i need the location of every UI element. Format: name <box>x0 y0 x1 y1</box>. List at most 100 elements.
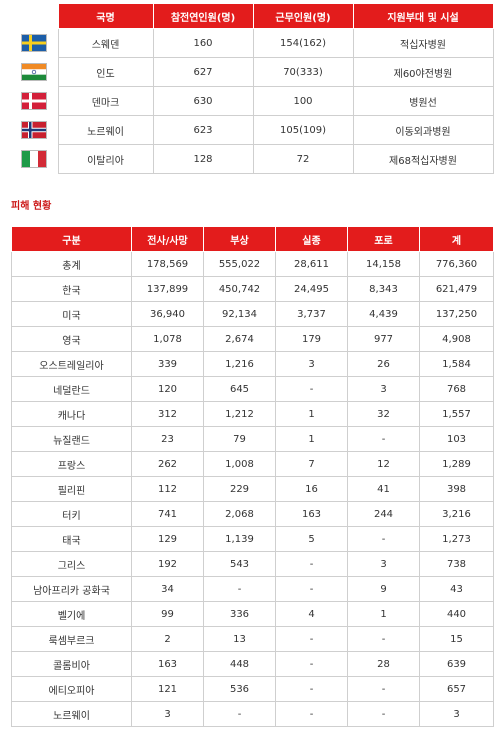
cell-category: 미국 <box>11 301 132 327</box>
cell-total: 1,584 <box>419 351 494 377</box>
cell-pow: 32 <box>347 401 420 427</box>
cell-participants: 128 <box>152 144 254 174</box>
cell-missing: 24,495 <box>275 276 348 302</box>
cell-participants: 627 <box>152 57 254 87</box>
cell-missing: 163 <box>275 501 348 527</box>
cell-missing: - <box>275 651 348 677</box>
cell-missing: - <box>275 576 348 602</box>
cell-wounded: 543 <box>203 551 276 577</box>
cell-pow: - <box>347 676 420 702</box>
cell-missing: 16 <box>275 476 348 502</box>
cell-support-unit: 병원선 <box>352 86 494 116</box>
cell-wounded: 1,139 <box>203 526 276 552</box>
cell-wounded: 1,216 <box>203 351 276 377</box>
cell-pow: 8,343 <box>347 276 420 302</box>
table-row: 필리핀 112 229 16 41 398 <box>11 476 494 502</box>
cell-total: 398 <box>419 476 494 502</box>
cell-participants: 623 <box>152 115 254 145</box>
cell-wounded: 229 <box>203 476 276 502</box>
cell-country: 스웨덴 <box>57 28 154 58</box>
cell-total: 440 <box>419 601 494 627</box>
cell-wounded: 536 <box>203 676 276 702</box>
table-row: 스웨덴 160 154(162) 적십자병원 <box>11 28 494 58</box>
cell-killed: 192 <box>131 551 204 577</box>
table-row: 이탈리아 128 72 제68적십자병원 <box>11 144 494 174</box>
cell-killed: 129 <box>131 526 204 552</box>
table-row: 덴마크 630 100 병원선 <box>11 86 494 116</box>
india-flag-icon <box>21 63 48 81</box>
cell-category: 룩셈부르크 <box>11 626 132 652</box>
cell-pow: 28 <box>347 651 420 677</box>
cell-support-unit: 이동외과병원 <box>352 115 494 145</box>
cell-wounded: 555,022 <box>203 251 276 277</box>
cell-category: 캐나다 <box>11 401 132 427</box>
cell-pow: - <box>347 426 420 452</box>
cell-category: 한국 <box>11 276 132 302</box>
cell-participants: 160 <box>152 28 254 58</box>
support-table-header-row: 국명 참전연인원(명) 근무인원(명) 지원부대 및 시설 <box>11 3 494 29</box>
cell-category: 그리스 <box>11 551 132 577</box>
cell-category: 뉴질랜드 <box>11 426 132 452</box>
cell-support-unit: 제68적십자병원 <box>352 144 494 174</box>
cell-killed: 99 <box>131 601 204 627</box>
cell-missing: 5 <box>275 526 348 552</box>
cell-wounded: 79 <box>203 426 276 452</box>
table-row: 태국 129 1,139 5 - 1,273 <box>11 526 494 552</box>
cell-category: 오스트레일리아 <box>11 351 132 377</box>
header-killed: 전사/사망 <box>131 226 204 252</box>
casualty-header-row: 구분 전사/사망 부상 실종 포로 계 <box>11 226 494 252</box>
cell-pow: 14,158 <box>347 251 420 277</box>
cell-wounded: 13 <box>203 626 276 652</box>
cell-missing: 7 <box>275 451 348 477</box>
cell-country: 노르웨이 <box>57 115 154 145</box>
cell-staff: 70(333) <box>252 57 354 87</box>
table-row: 총계 178,569 555,022 28,611 14,158 776,360 <box>11 251 494 277</box>
cell-pow: 4,439 <box>347 301 420 327</box>
cell-killed: 178,569 <box>131 251 204 277</box>
table-row: 노르웨이 3 - - - 3 <box>11 701 494 727</box>
cell-total: 1,273 <box>419 526 494 552</box>
cell-pow: - <box>347 626 420 652</box>
table-row: 오스트레일리아 339 1,216 3 26 1,584 <box>11 351 494 377</box>
cell-category: 에티오피아 <box>11 676 132 702</box>
cell-total: 3,216 <box>419 501 494 527</box>
header-country: 국명 <box>57 3 154 29</box>
cell-total: 738 <box>419 551 494 577</box>
cell-staff: 154(162) <box>252 28 354 58</box>
cell-category: 네덜란드 <box>11 376 132 402</box>
table-row: 미국 36,940 92,134 3,737 4,439 137,250 <box>11 301 494 327</box>
cell-killed: 163 <box>131 651 204 677</box>
cell-wounded: 2,674 <box>203 326 276 352</box>
cell-missing: 1 <box>275 426 348 452</box>
cell-wounded: 645 <box>203 376 276 402</box>
cell-wounded: 2,068 <box>203 501 276 527</box>
cell-category: 프랑스 <box>11 451 132 477</box>
header-staff: 근무인원(명) <box>252 3 354 29</box>
cell-staff: 72 <box>252 144 354 174</box>
cell-category: 터키 <box>11 501 132 527</box>
cell-killed: 34 <box>131 576 204 602</box>
cell-total: 1,557 <box>419 401 494 427</box>
cell-missing: 3 <box>275 351 348 377</box>
table-row: 한국 137,899 450,742 24,495 8,343 621,479 <box>11 276 494 302</box>
cell-missing: - <box>275 676 348 702</box>
table-row: 뉴질랜드 23 79 1 - 103 <box>11 426 494 452</box>
cell-total: 4,908 <box>419 326 494 352</box>
table-row: 그리스 192 543 - 3 738 <box>11 551 494 577</box>
flag-column-header <box>11 3 58 29</box>
cell-category: 벨기에 <box>11 601 132 627</box>
sweden-flag-icon <box>21 34 48 52</box>
cell-total: 137,250 <box>419 301 494 327</box>
cell-pow: 41 <box>347 476 420 502</box>
cell-killed: 339 <box>131 351 204 377</box>
cell-category: 필리핀 <box>11 476 132 502</box>
cell-killed: 112 <box>131 476 204 502</box>
cell-category: 태국 <box>11 526 132 552</box>
cell-killed: 23 <box>131 426 204 452</box>
cell-killed: 2 <box>131 626 204 652</box>
cell-missing: - <box>275 626 348 652</box>
cell-total: 103 <box>419 426 494 452</box>
cell-category: 콜롬비아 <box>11 651 132 677</box>
cell-participants: 630 <box>152 86 254 116</box>
norway-flag-icon <box>21 121 48 139</box>
